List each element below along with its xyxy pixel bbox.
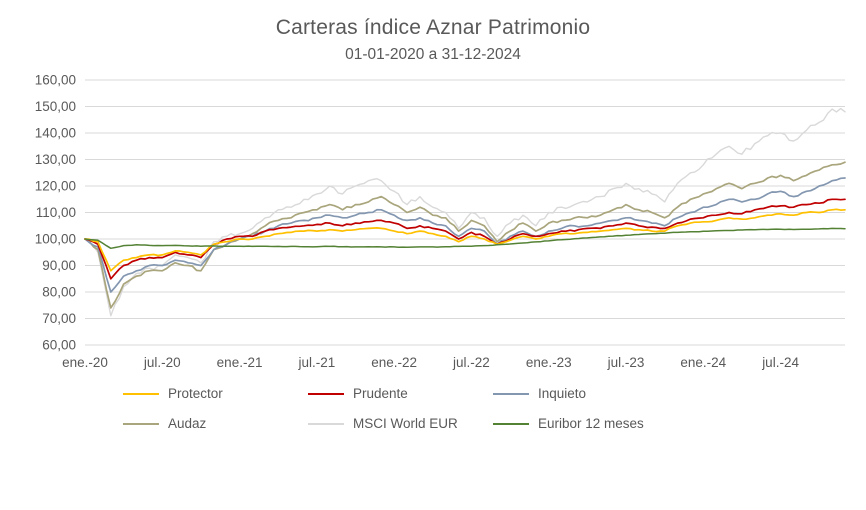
legend-label-prudente: Prudente: [353, 386, 408, 401]
x-axis-tick-label: jul.-23: [607, 355, 645, 370]
y-axis-tick-label: 70,00: [42, 311, 76, 326]
y-axis-tick-label: 140,00: [35, 126, 76, 141]
y-axis-tick-label: 120,00: [35, 179, 76, 194]
chart-container: Carteras índice Aznar Patrimonio 01-01-2…: [0, 16, 866, 510]
chart-title: Carteras índice Aznar Patrimonio: [275, 16, 591, 39]
series-line-msci-world-eur: [84, 107, 846, 317]
y-axis-tick-label: 80,00: [42, 285, 76, 300]
y-axis-tick-label: 150,00: [35, 99, 76, 114]
x-axis-tick-label: ene.-22: [371, 355, 417, 370]
legend-item-protector: Protector: [123, 386, 308, 401]
legend-swatch-audaz: [123, 422, 159, 425]
y-axis-tick-label: 160,00: [35, 73, 76, 88]
y-axis-tick-label: 130,00: [35, 152, 76, 167]
x-axis-tick-label: ene.-24: [680, 355, 726, 370]
x-axis-tick-label: ene.-21: [217, 355, 263, 370]
y-axis-tick-label: 60,00: [42, 338, 76, 353]
x-axis-tick-label: jul.-21: [297, 355, 335, 370]
legend-swatch-euribor-12-meses: [493, 422, 529, 425]
legend-item-msci-world-eur: MSCI World EUR: [308, 416, 493, 431]
legend-swatch-msci-world-eur: [308, 422, 344, 425]
legend-label-audaz: Audaz: [168, 416, 207, 431]
legend-item-audaz: Audaz: [123, 416, 308, 431]
y-axis-tick-label: 90,00: [42, 258, 76, 273]
legend-item-inquieto: Inquieto: [493, 386, 743, 401]
x-axis-tick-label: jul.-24: [761, 355, 799, 370]
x-axis-tick-label: ene.-23: [526, 355, 572, 370]
y-axis-tick-label: 110,00: [36, 205, 76, 220]
series-line-inquieto: [84, 177, 846, 293]
x-axis-tick-label: jul.-22: [452, 355, 490, 370]
legend-swatch-protector: [123, 392, 159, 395]
legend-label-euribor-12-meses: Euribor 12 meses: [538, 416, 644, 431]
legend-label-inquieto: Inquieto: [538, 386, 587, 401]
series-line-euribor-12-meses: [84, 227, 846, 250]
x-axis-tick-label: ene.-20: [62, 355, 108, 370]
plot-area: 160,00 150,00 140,00 130,00 120,00 110,00 100,…: [35, 73, 846, 370]
y-axis-tick-label: 100,00: [35, 232, 76, 247]
legend-item-prudente: Prudente: [308, 386, 493, 401]
chart-subtitle: 01-01-2020 a 31-12-2024: [345, 46, 521, 63]
legend-swatch-inquieto: [493, 392, 529, 395]
legend-swatch-prudente: [308, 392, 344, 395]
legend-label-msci-world-eur: MSCI World EUR: [353, 416, 458, 431]
chart-legend: Protector Prudente Inquieto Audaz MSCI World…: [123, 386, 743, 431]
legend-item-euribor-12-meses: Euribor 12 meses: [493, 416, 743, 431]
legend-label-protector: Protector: [168, 386, 223, 401]
x-axis-tick-label: jul.-20: [143, 355, 181, 370]
